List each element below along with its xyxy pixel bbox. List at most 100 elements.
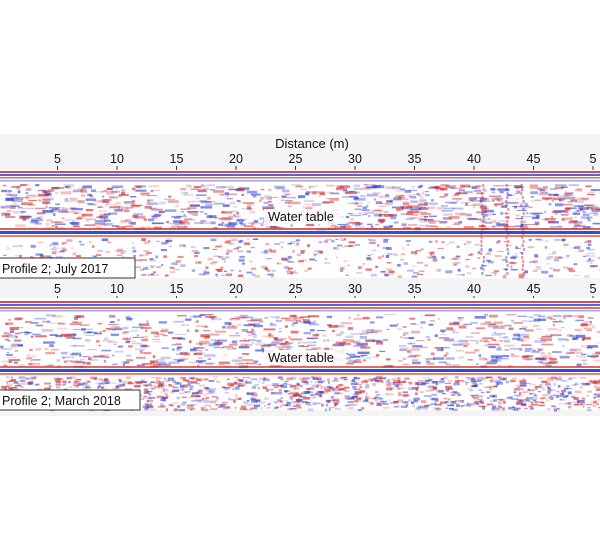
noise-streak — [147, 320, 149, 323]
noise-streak — [482, 220, 484, 223]
noise-streak — [275, 392, 282, 395]
noise-streak — [494, 399, 497, 401]
noise-streak — [223, 204, 230, 206]
noise-streak — [417, 262, 424, 264]
noise-streak — [203, 394, 207, 397]
radargram-panel-july-2017: Water table Profile 2; July 2017 — [0, 170, 600, 278]
noise-streak — [55, 204, 60, 206]
noise-streak — [80, 190, 87, 193]
noise-streak — [583, 214, 590, 216]
noise-streak — [287, 402, 291, 404]
noise-streak — [419, 271, 424, 273]
noise-streak — [148, 185, 159, 187]
noise-streak — [14, 385, 20, 387]
noise-streak — [271, 392, 275, 394]
noise-streak — [441, 334, 447, 335]
noise-streak — [116, 255, 122, 257]
noise-streak — [85, 385, 90, 388]
noise-streak — [549, 275, 554, 278]
noise-streak — [472, 268, 476, 269]
noise-streak — [23, 216, 25, 217]
noise-streak — [421, 382, 426, 385]
noise-streak — [498, 220, 508, 222]
noise-streak — [480, 206, 487, 209]
noise-streak — [481, 248, 483, 251]
noise-streak — [495, 340, 504, 342]
noise-streak — [252, 342, 255, 344]
noise-streak — [234, 377, 238, 378]
noise-streak — [134, 213, 143, 215]
noise-streak — [353, 400, 357, 402]
noise-streak — [9, 380, 13, 382]
noise-streak — [345, 405, 351, 406]
noise-streak — [489, 196, 501, 198]
noise-streak — [479, 354, 482, 357]
noise-streak — [184, 353, 190, 356]
noise-streak — [581, 398, 585, 399]
noise-streak — [14, 362, 18, 364]
noise-streak — [580, 377, 587, 379]
noise-streak — [596, 404, 599, 406]
noise-streak — [191, 395, 197, 397]
noise-streak — [7, 384, 14, 385]
noise-streak — [259, 321, 264, 323]
noise-streak — [302, 342, 314, 344]
noise-streak — [182, 402, 187, 404]
noise-streak — [558, 330, 562, 331]
noise-streak — [354, 188, 363, 190]
noise-streak — [371, 274, 377, 277]
reflector-band — [0, 235, 600, 237]
noise-streak — [432, 398, 439, 401]
radargram-panel-march-2018: Water table Profile 2; March 2018 — [0, 298, 600, 412]
noise-streak — [510, 257, 516, 259]
bottom-tick-label-8: 40 — [467, 282, 481, 296]
noise-streak — [534, 255, 538, 257]
noise-streak — [175, 223, 179, 225]
noise-streak — [466, 336, 474, 337]
noise-streak — [412, 276, 418, 278]
noise-streak — [436, 190, 439, 192]
noise-streak — [227, 198, 233, 199]
noise-streak — [545, 240, 549, 242]
noise-streak — [588, 244, 592, 247]
noise-streak — [45, 352, 55, 354]
noise-streak — [511, 355, 520, 357]
noise-streak — [403, 364, 409, 365]
noise-streak — [290, 396, 295, 397]
noise-streak — [385, 274, 389, 277]
noise-streak — [296, 239, 300, 241]
noise-streak — [566, 352, 570, 354]
noise-streak — [510, 266, 512, 269]
noise-streak — [506, 220, 508, 223]
noise-streak — [536, 328, 542, 330]
noise-streak — [97, 250, 103, 252]
noise-streak — [445, 270, 452, 273]
noise-streak — [549, 194, 559, 196]
noise-streak — [232, 348, 236, 349]
noise-streak — [143, 352, 151, 354]
noise-streak — [389, 271, 395, 274]
noise-streak — [287, 197, 297, 199]
noise-streak — [485, 254, 491, 255]
noise-streak — [463, 191, 473, 193]
noise-streak — [51, 349, 59, 350]
noise-streak — [141, 274, 146, 275]
noise-streak — [280, 242, 284, 244]
noise-streak — [243, 202, 255, 204]
noise-streak — [280, 405, 282, 407]
noise-streak — [296, 404, 301, 407]
noise-streak — [520, 382, 527, 384]
noise-streak — [421, 213, 432, 215]
noise-streak — [459, 326, 467, 329]
noise-streak — [133, 337, 144, 338]
noise-streak — [556, 391, 559, 393]
noise-streak — [580, 209, 583, 211]
noise-streak — [326, 185, 335, 187]
noise-streak — [307, 345, 316, 346]
noise-streak — [318, 381, 323, 384]
noise-streak — [271, 342, 281, 344]
noise-streak — [238, 397, 241, 400]
noise-streak — [88, 204, 97, 205]
noise-streak — [325, 409, 327, 412]
noise-streak — [95, 191, 99, 192]
